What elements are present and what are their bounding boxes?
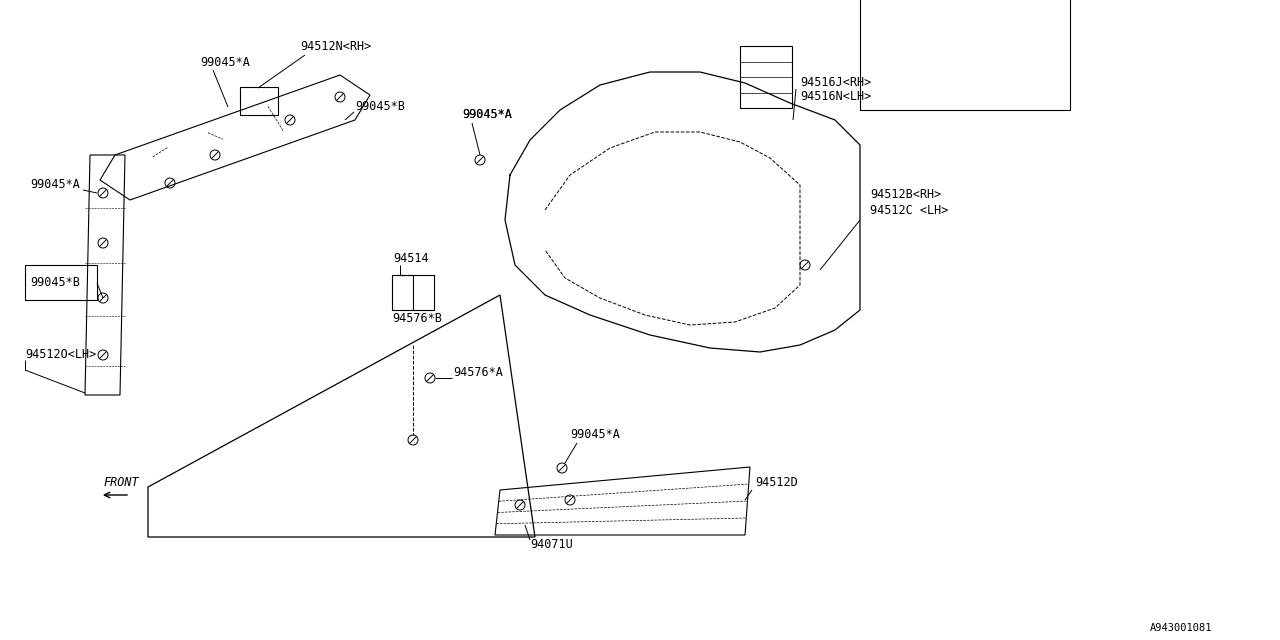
Text: 99045*B: 99045*B — [355, 100, 404, 113]
Bar — [860, 0, 1070, 110]
Text: 99045*B: 99045*B — [29, 276, 79, 289]
Text: FRONT: FRONT — [102, 477, 138, 490]
Text: 99045*A: 99045*A — [570, 429, 620, 442]
Bar — [740, 46, 792, 108]
Bar — [26, 265, 97, 300]
Text: 94514: 94514 — [393, 252, 429, 264]
Text: A943001081: A943001081 — [1149, 623, 1212, 633]
Text: 99045*A: 99045*A — [200, 56, 250, 68]
Text: 94071U: 94071U — [530, 538, 572, 552]
Text: 99045*A: 99045*A — [29, 179, 79, 191]
Text: 94512D: 94512D — [755, 477, 797, 490]
Text: 94576*A: 94576*A — [453, 367, 503, 380]
Text: 94512C <LH>: 94512C <LH> — [870, 204, 948, 216]
Text: 94576*B: 94576*B — [392, 312, 442, 324]
Text: 94512O<LH>: 94512O<LH> — [26, 349, 96, 362]
Text: 94512B<RH>: 94512B<RH> — [870, 189, 941, 202]
Bar — [392, 275, 434, 310]
Text: 94516J<RH>: 94516J<RH> — [800, 76, 872, 88]
Text: 99045*A: 99045*A — [462, 109, 512, 122]
Text: 94512N<RH>: 94512N<RH> — [300, 40, 371, 54]
Bar — [241, 87, 278, 115]
Text: 99045*A: 99045*A — [462, 109, 512, 122]
Text: 94516N<LH>: 94516N<LH> — [800, 90, 872, 102]
